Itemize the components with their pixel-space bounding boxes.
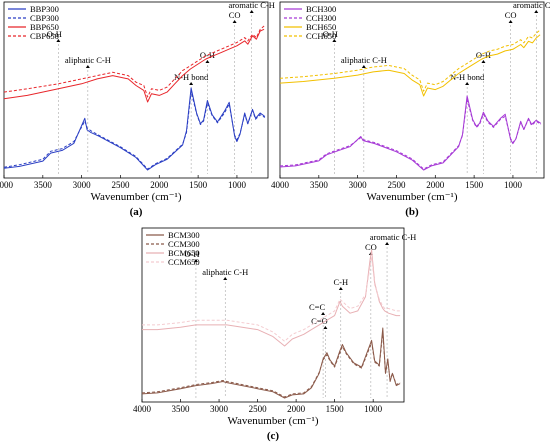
- annotation-label: aromatic C-H: [228, 0, 275, 10]
- x-tick-label: 3500: [34, 180, 53, 190]
- annotation-label: CO: [505, 10, 517, 20]
- series-line-bbp650: [3, 28, 265, 103]
- x-tick-label: 4000: [271, 180, 290, 190]
- legend-label: BCH650: [306, 22, 336, 32]
- chart-panel-0: 4000 3500 3000 2500 2000 1500 1000 Wavenumber (…: [0, 0, 275, 218]
- annotation-label: CO: [365, 242, 377, 252]
- annotation-label: O-H: [47, 29, 62, 39]
- x-tick-label: 2000: [426, 180, 445, 190]
- chart-panel-1: 4000 3500 3000 2500 2000 1500 1000 Wavenumber (…: [271, 0, 550, 218]
- annotation-label: N-H bond: [174, 72, 209, 82]
- legend-label: BBP650: [30, 22, 59, 32]
- series-line-bch650: [279, 34, 541, 97]
- x-tick-label: 2000: [287, 404, 306, 414]
- annotation-label: aromatic C-H: [513, 0, 550, 10]
- x-tick-label: 2000: [150, 180, 169, 190]
- chart-panel-2: 4000 3500 3000 2500 2000 1500 1000 Wavenumber (…: [133, 227, 417, 442]
- annotation-arrow: [481, 60, 486, 63]
- annotation-label: O-H: [323, 29, 338, 39]
- plot-frame: [3, 1, 269, 179]
- series-line-cch300: [279, 98, 542, 170]
- annotation-arrow: [205, 60, 210, 63]
- panel-label: (c): [267, 430, 280, 442]
- annotation-arrow: [465, 82, 470, 85]
- legend-label: BBP300: [30, 4, 59, 14]
- annotation-label: aliphatic C-H: [202, 267, 248, 277]
- legend-label: CCH650: [306, 31, 336, 41]
- annotation-label: aliphatic C-H: [65, 55, 111, 65]
- x-tick-label: 1000: [364, 404, 383, 414]
- series-line-bcm650: [142, 249, 401, 347]
- series-line-cbp650: [3, 25, 265, 98]
- annotation-arrow: [56, 39, 61, 42]
- annotation-arrow: [249, 10, 254, 13]
- annotation-label: aromatic C-H: [370, 232, 417, 242]
- legend-label: CCM300: [168, 239, 200, 249]
- annotation-arrow: [361, 65, 366, 68]
- legend-label: CBP300: [30, 13, 59, 23]
- annotation-arrow: [223, 277, 228, 280]
- annotation-arrow: [321, 312, 326, 315]
- x-tick-label: 1500: [465, 180, 484, 190]
- plot-frame: [141, 227, 405, 403]
- legend-label: BCH300: [306, 4, 336, 14]
- x-tick-label: 4000: [0, 180, 14, 190]
- x-tick-label: 3000: [210, 404, 229, 414]
- annotation-label: C-H: [333, 277, 348, 287]
- annotation-label: aliphatic C-H: [341, 55, 387, 65]
- annotation-label: O-H: [200, 50, 215, 60]
- annotation-label: O-H: [476, 50, 491, 60]
- x-tick-label: 3500: [310, 180, 329, 190]
- x-axis-label: Wavenumber (cm⁻¹): [91, 191, 182, 203]
- panel-label: (a): [130, 206, 143, 218]
- annotation-arrow: [508, 20, 513, 23]
- annotation-label: C=C: [309, 302, 325, 312]
- annotation-label: CO: [229, 10, 241, 20]
- legend-label: CCM650: [168, 257, 200, 267]
- annotation-arrow: [338, 287, 343, 290]
- annotation-arrow: [189, 82, 194, 85]
- panel-label: (b): [405, 206, 419, 218]
- series-line-bcm300: [141, 327, 401, 399]
- x-tick-label: 1000: [228, 180, 247, 190]
- plot-frame: [279, 1, 545, 179]
- x-tick-label: 2500: [249, 404, 268, 414]
- x-tick-label: 1000: [504, 180, 523, 190]
- series-line-ccm650: [142, 256, 401, 342]
- x-tick-label: 1500: [326, 404, 345, 414]
- x-tick-label: 1500: [189, 180, 208, 190]
- legend-label: BCM650: [168, 248, 200, 258]
- annotation-arrow: [85, 65, 90, 68]
- series-line-bbp300: [3, 87, 266, 171]
- x-tick-label: 3000: [73, 180, 92, 190]
- annotation-arrow: [332, 39, 337, 42]
- annotation-arrow: [534, 10, 539, 13]
- x-axis-label: Wavenumber (cm⁻¹): [367, 191, 458, 203]
- annotation-label: C=O: [311, 316, 328, 326]
- legend-label: BCM300: [168, 230, 200, 240]
- series-line-bch300: [279, 95, 542, 171]
- series-line-cbp300: [3, 91, 266, 170]
- x-axis-label: Wavenumber (cm⁻¹): [228, 415, 319, 427]
- legend-label: CCH300: [306, 13, 336, 23]
- series-line-ccm300: [141, 331, 401, 398]
- annotation-arrow: [232, 20, 237, 23]
- x-tick-label: 2500: [111, 180, 130, 190]
- legend-label: CBP650: [30, 31, 59, 41]
- annotation-arrow: [385, 242, 390, 245]
- annotation-arrow: [323, 326, 328, 329]
- annotation-arrow: [193, 259, 198, 262]
- x-tick-label: 3500: [172, 404, 191, 414]
- x-tick-label: 4000: [133, 404, 152, 414]
- x-tick-label: 2500: [387, 180, 406, 190]
- series-line-cch650: [279, 29, 541, 92]
- annotation-label: O-H: [184, 249, 199, 259]
- annotation-label: N-H bond: [450, 72, 485, 82]
- x-tick-label: 3000: [349, 180, 368, 190]
